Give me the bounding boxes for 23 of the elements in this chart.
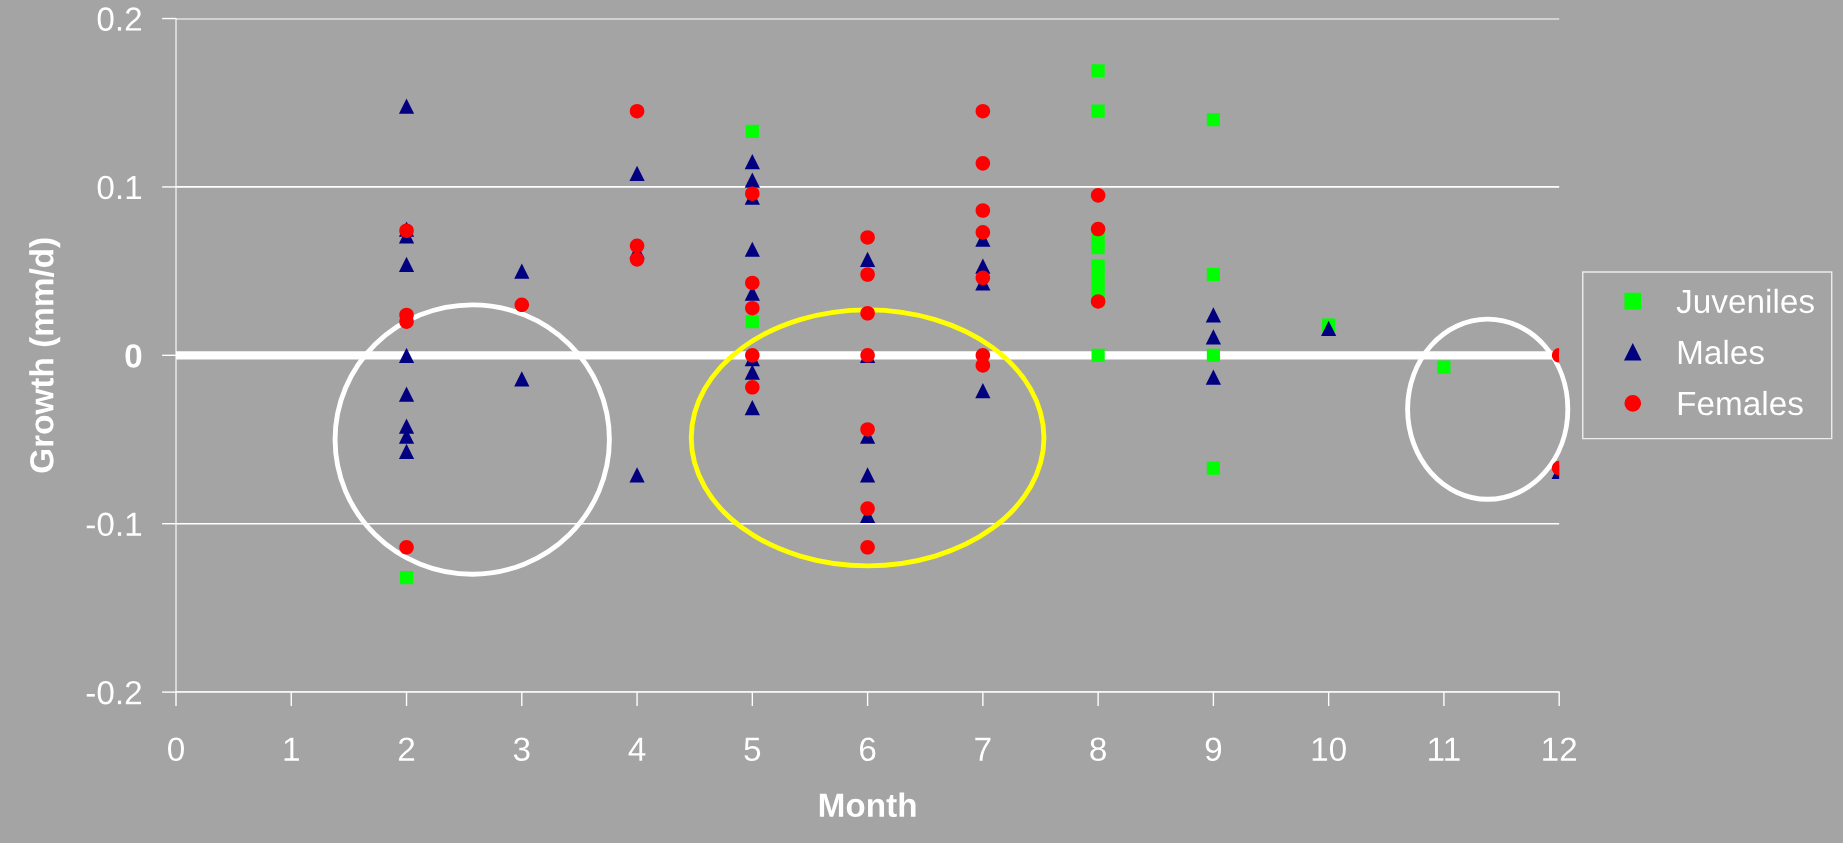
y-tick-label: -0.2 [86,680,142,705]
x-tick-label: 12 [1543,737,1577,761]
x-tick-label: 11 [1429,737,1460,761]
legend-label: Males [1678,339,1764,365]
x-tick-label: 1 [284,737,299,761]
y-axis-title: Growth (mm/d) [29,238,61,473]
x-tick-label: 7 [975,737,991,761]
y-tick-label: 0 [125,344,142,368]
y-tick-label: 0.1 [97,175,142,200]
y-tick-label: 0.2 [97,7,141,31]
x-tick-label: 6 [860,737,876,762]
x-tick-label: 9 [1205,737,1222,762]
legend-label: Juveniles [1676,288,1814,314]
y-tick-label: -0.1 [86,512,142,537]
x-tick-label: 8 [1090,737,1106,762]
x-tick-label: 4 [628,737,646,761]
x-tick-label: 5 [744,737,761,762]
x-tick-label: 10 [1312,737,1346,762]
x-tick-label: 3 [513,737,530,762]
x-tick-label: 0 [168,737,184,762]
legend-label: Females [1678,390,1803,416]
x-tick-label: 2 [398,737,415,761]
x-axis-title: Month [819,792,916,818]
